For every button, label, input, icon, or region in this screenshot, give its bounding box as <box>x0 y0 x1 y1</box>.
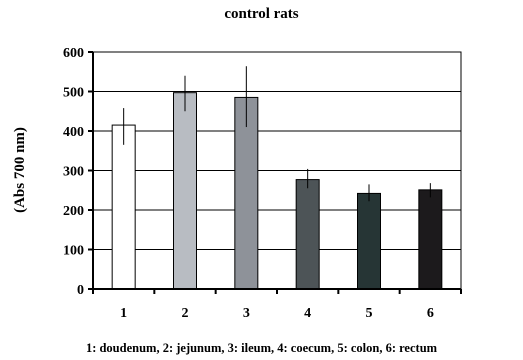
category-legend-caption: 1: doudenum, 2: jejunum, 3: ileum, 4: co… <box>85 341 438 355</box>
error-bars <box>123 66 431 202</box>
x-tick-label-3: 3 <box>243 306 250 321</box>
bar-2 <box>173 92 197 290</box>
bar-5 <box>357 192 381 290</box>
x-tick-label-6: 6 <box>427 306 434 321</box>
x-tick-label-2: 2 <box>182 306 189 321</box>
bar-4 <box>295 179 320 290</box>
y-tick-label: 0 <box>77 283 84 298</box>
y-tick-label: 100 <box>63 244 84 259</box>
bar-1 <box>111 124 136 290</box>
y-tick-label: 400 <box>63 125 84 140</box>
chart-title: control rats <box>224 6 299 22</box>
x-tick-label-5: 5 <box>366 306 373 321</box>
x-tick-label-1: 1 <box>120 306 127 321</box>
y-tick-label: 500 <box>63 86 84 101</box>
y-tick-label: 200 <box>63 204 84 219</box>
axes: 0 100 200 300 400 500 600 1 2 3 4 5 6 <box>63 46 462 321</box>
x-tick-label-4: 4 <box>304 306 311 321</box>
bar-6 <box>418 189 443 290</box>
bars <box>111 92 443 290</box>
gridlines <box>92 51 462 290</box>
y-tick-label: 600 <box>63 46 84 61</box>
y-tick-label: 300 <box>63 165 84 180</box>
bar-chart: 0 100 200 300 400 500 600 1 2 3 4 5 6 (Abs 700 nm) <box>12 46 462 321</box>
y-axis-label: (Abs 700 nm) <box>12 127 28 213</box>
